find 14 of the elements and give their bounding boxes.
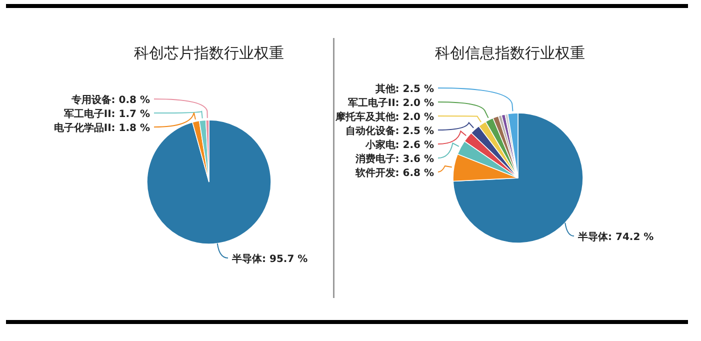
slice-label: 软件开发: 6.8 % [354, 167, 434, 179]
slice-label: 半导体: 74.2 % [577, 231, 654, 243]
slice-label: 其他: 2.5 % [374, 83, 434, 95]
chart-title: 科创信息指数行业权重 [435, 44, 585, 62]
slice-label: 军工电子II: 2.0 % [348, 97, 434, 109]
slice-label: 电子化学品II: 1.8 % [54, 122, 150, 134]
chart-title: 科创芯片指数行业权重 [134, 44, 284, 62]
slice-label: 自动化设备: 2.5 % [345, 125, 434, 137]
slice-label: 摩托车及其他: 2.0 % [334, 111, 434, 123]
slice-label: 消费电子: 3.6 % [354, 153, 434, 165]
slice-label: 专用设备: 0.8 % [70, 94, 150, 106]
slice-label: 半导体: 95.7 % [231, 253, 308, 265]
slice-label: 军工电子II: 1.7 % [64, 108, 150, 120]
slice-label: 小家电: 2.6 % [364, 139, 434, 151]
